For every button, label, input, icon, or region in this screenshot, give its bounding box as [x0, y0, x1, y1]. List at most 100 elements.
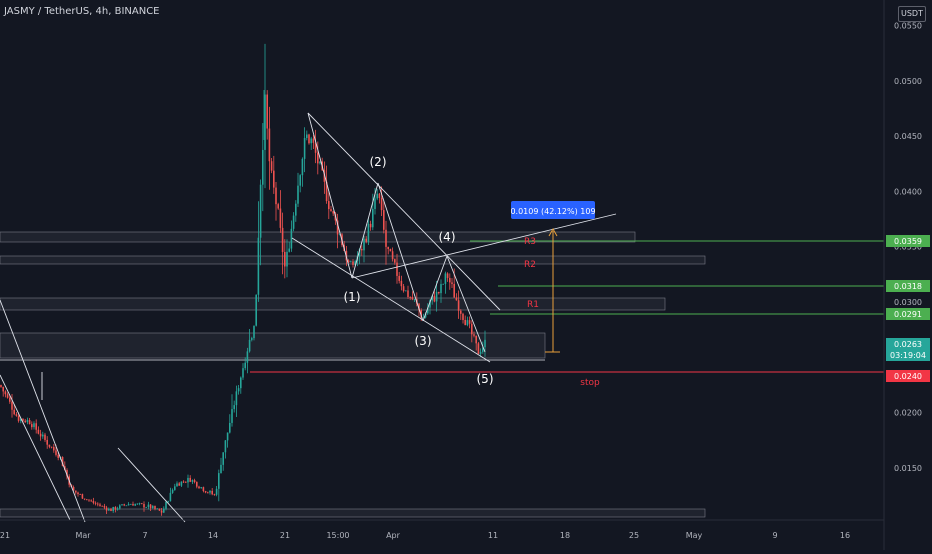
stop-label: stop [580, 378, 600, 388]
candle-body [4, 391, 7, 395]
candle-body [471, 323, 473, 335]
price-label-bg [886, 349, 930, 361]
candle-body [163, 508, 165, 513]
candle-body [413, 299, 416, 300]
candle-body [240, 377, 242, 389]
resistance-label: R1 [527, 300, 539, 310]
candle-body [202, 487, 205, 492]
candle-body [284, 251, 286, 267]
candle-body [409, 297, 411, 298]
candle-body [198, 486, 200, 489]
trendline [377, 182, 424, 322]
wave-label: (1) [344, 290, 361, 304]
candle-body [207, 492, 209, 494]
price-axis-tick: 0.0500 [894, 77, 922, 86]
candle-body [391, 251, 394, 260]
candle-body [273, 170, 275, 188]
candle-body [244, 362, 246, 369]
candle-body [339, 234, 341, 236]
candle-body [97, 503, 99, 505]
candle-body [224, 440, 227, 453]
candle-body [193, 480, 196, 482]
candle-body [235, 391, 238, 406]
candle-body [306, 134, 308, 138]
candle-body [455, 297, 458, 301]
candle-body [171, 489, 174, 493]
candle-body [156, 508, 158, 510]
time-axis-tick: 15:00 [326, 531, 349, 540]
time-axis-tick: Apr [386, 531, 401, 540]
support-resistance-zone [0, 297, 666, 311]
candle-body [451, 282, 453, 284]
candle-body [154, 505, 156, 509]
candle-body [398, 275, 400, 281]
candle-body [268, 128, 271, 162]
candle-body [460, 310, 462, 314]
candle-body [121, 504, 123, 506]
candle-body [79, 494, 81, 495]
price-axis-tick: 0.0350 [894, 243, 922, 252]
candle-body [303, 137, 306, 159]
candle-body [231, 409, 233, 423]
measure-arrow [548, 227, 558, 237]
candle-body [246, 351, 249, 363]
candle-body [317, 152, 319, 164]
candle-body [385, 229, 387, 247]
candle-body [185, 481, 187, 483]
candle-body [90, 500, 92, 502]
candle-body [92, 500, 95, 503]
candle-body [108, 508, 110, 511]
candle-body [39, 433, 42, 437]
time-axis-tick: 14 [208, 531, 218, 540]
candle-body [160, 510, 163, 513]
candle-body [6, 394, 9, 398]
candle-body [147, 504, 150, 508]
candle-body [86, 499, 88, 501]
candle-body [479, 351, 482, 354]
time-axis-tick: May [686, 531, 703, 540]
currency-button[interactable]: USDT [898, 6, 926, 22]
candle-body [400, 280, 403, 287]
candle-body [9, 397, 11, 402]
candle-body [361, 248, 363, 251]
candle-body [211, 490, 213, 495]
candle-body [292, 215, 295, 229]
candle-body [17, 415, 20, 421]
symbol-title[interactable]: JASMY / TetherUS, 4h, BINANCE [4, 6, 160, 17]
candle-body [255, 294, 257, 326]
candle-body [466, 320, 469, 326]
candle-body [457, 300, 460, 311]
trendline [291, 237, 491, 363]
candle-body [187, 477, 189, 483]
candle-body [396, 262, 398, 276]
candle-body [442, 283, 444, 285]
wave-label: (3) [415, 334, 432, 348]
price-axis-tick: 0.0450 [894, 132, 922, 141]
candle-body [363, 238, 365, 251]
candle-body [369, 223, 372, 228]
candle-body [233, 405, 235, 410]
candle-body [328, 201, 330, 210]
trendline [0, 299, 86, 523]
candle-body [222, 452, 224, 465]
candle-body [264, 94, 266, 150]
candle-body [477, 343, 480, 354]
candle-body [242, 368, 244, 378]
candle-body [31, 424, 33, 428]
candle-body [449, 277, 451, 283]
candle-body [277, 204, 279, 209]
candle-body [83, 498, 86, 500]
candle-body [134, 504, 136, 506]
price-label-bg [886, 235, 930, 247]
trendline [422, 255, 448, 322]
candle-body [189, 477, 191, 482]
trendline [117, 447, 186, 523]
price-axis-tick: 0.0550 [894, 21, 922, 30]
candle-body [270, 161, 273, 171]
price-label-bg [886, 280, 930, 292]
candle-body [295, 203, 297, 216]
candle-body [325, 181, 328, 202]
candle-body [42, 434, 44, 437]
